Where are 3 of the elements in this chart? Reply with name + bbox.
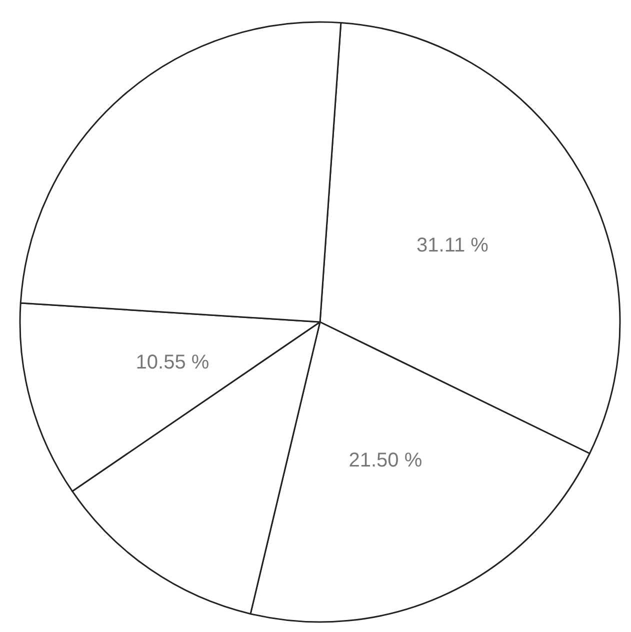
data-label: 21.50 % — [348, 449, 422, 472]
data-label: 31.11 % — [416, 234, 489, 256]
data-label: 10.55 % — [136, 352, 210, 374]
